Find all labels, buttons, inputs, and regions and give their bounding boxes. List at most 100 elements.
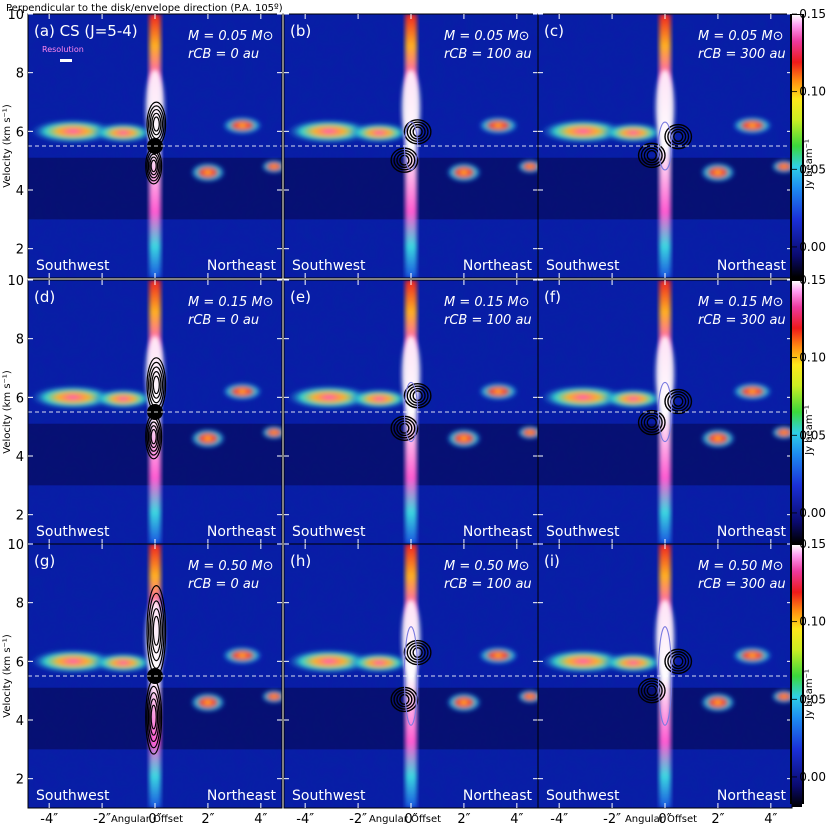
colorbar-tick-label: 0.00: [799, 770, 826, 784]
redshift-contour: [147, 153, 160, 179]
x-tick-label: -2″: [349, 812, 367, 827]
y-tick-label: 4: [16, 184, 24, 199]
ne-redshift-clump: [700, 692, 736, 713]
extended-emission: [285, 116, 538, 183]
sw-emission-ridge: [29, 119, 117, 144]
y-tick-label: 6: [16, 655, 24, 670]
model-contours: [145, 101, 167, 185]
x-tick-label: 4″: [764, 812, 777, 827]
x-tick-label: -2″: [603, 812, 621, 827]
blueshift-contour: [673, 131, 684, 143]
colorbar-tick-label: 0.15: [799, 537, 826, 551]
y-tick-label: 8: [16, 67, 24, 82]
redshift-contour: [149, 156, 159, 176]
ne-redshift-clump: [190, 162, 226, 183]
blueshift-contour: [152, 615, 160, 646]
ne-clump: [477, 116, 519, 135]
panel-label: (e): [290, 288, 311, 306]
sw-emission-ridge: [29, 385, 117, 410]
redshift-contour: [150, 428, 157, 445]
rcb-label: rCB = 100 au: [444, 577, 532, 592]
ne-edge-clump: [771, 159, 792, 174]
ne-edge-clump: [771, 425, 792, 440]
y-axis-label: Velocity (km s⁻¹): [2, 370, 13, 454]
ne-redshift-clump: [446, 162, 482, 183]
x-tick-label: 0″: [404, 812, 417, 827]
x-axis-label-center: Angular Offset: [369, 814, 441, 825]
extended-emission: [539, 646, 792, 713]
x-tick-label: 4″: [254, 812, 267, 827]
colorbar-tick-label: 0.05: [799, 428, 826, 442]
panel-label: (d): [34, 288, 55, 306]
pv-image: [284, 280, 538, 544]
x-tick-label: 2″: [201, 812, 214, 827]
direction-label-northeast: Northeast: [463, 258, 533, 274]
x-axis-label-left: Angular Offset: [111, 814, 183, 825]
mass-label: M = 0.50 M⊙: [698, 559, 784, 574]
model-contours: [390, 119, 432, 173]
colorbar-tick-label: 0.00: [799, 506, 826, 520]
direction-label-southwest: Southwest: [546, 788, 620, 804]
panel-label: (h): [290, 552, 311, 570]
mass-label: M = 0.15 M⊙: [188, 295, 274, 310]
colorbar-strip: [792, 281, 802, 543]
pv-image: [538, 280, 792, 544]
ne-edge-clump: [517, 159, 538, 174]
redshift-contour: [646, 417, 657, 429]
x-tick-label: 0″: [148, 812, 161, 827]
panel-h: -4″ -2″ 0″ 2″ 4″ (h) M = 0.50 M⊙ rCB = 100 au So…: [283, 543, 539, 827]
redshift-contour: [150, 704, 157, 730]
redshift-contour: [637, 142, 666, 169]
panel-d: 2 4 6 8 10 Velocity (km s⁻¹) (d) M = 0.15 M⊙ rCB…: [2, 274, 283, 545]
sw-emission-ridge: [539, 385, 627, 410]
rcb-label: rCB = 300 au: [698, 47, 786, 62]
ne-edge-clump: [261, 689, 282, 704]
x-tick-label: -4″: [296, 812, 314, 827]
redshift-contour: [640, 680, 663, 701]
redshift-contour: [149, 698, 159, 736]
blueshift-contour: [664, 123, 693, 150]
y-tick-label: 4: [16, 450, 24, 465]
ne-redshift-clump: [700, 428, 736, 449]
sw-inner-ridge: [92, 652, 154, 673]
colorbar-strip: [792, 545, 802, 807]
blueshift-contour: [149, 366, 164, 404]
colorbar-tick-label: 0.10: [799, 351, 826, 365]
colorbar-tick-label: 0.15: [799, 7, 826, 21]
pv-image: [28, 14, 282, 278]
y-tick-label: 10: [7, 8, 24, 23]
ne-edge-clump: [771, 689, 792, 704]
colorbar-tick-label: 0.05: [799, 692, 826, 706]
y-tick-label: 2: [16, 243, 24, 258]
panel-f: (f) M = 0.15 M⊙ rCB = 300 au Southwest North…: [537, 279, 793, 545]
panel-label: (i): [544, 552, 560, 570]
blueshift-contour: [151, 608, 162, 654]
mass-label: M = 0.15 M⊙: [444, 295, 530, 310]
blueshift-contour: [664, 648, 693, 675]
blueshift-contour: [152, 375, 160, 395]
x-tick-label: -4″: [40, 812, 58, 827]
y-tick-label: 2: [16, 509, 24, 524]
redshift-contour: [146, 685, 161, 749]
redshift-contour: [147, 692, 160, 743]
ne-clump: [221, 116, 263, 135]
direction-label-northeast: Northeast: [207, 788, 277, 804]
rcb-label: rCB = 300 au: [698, 313, 786, 328]
ne-redshift-clump: [190, 692, 226, 713]
mass-label: M = 0.05 M⊙: [698, 29, 784, 44]
sw-emission-ridge: [285, 119, 373, 144]
panel-label: (a) CS (J=5-4): [34, 22, 138, 40]
direction-label-southwest: Southwest: [546, 258, 620, 274]
sw-inner-ridge: [92, 122, 154, 143]
sw-inner-ridge: [348, 652, 410, 673]
direction-label-northeast: Northeast: [207, 524, 277, 540]
direction-label-northeast: Northeast: [463, 788, 533, 804]
blueshift-contour: [149, 600, 164, 662]
blueshift-contour: [673, 655, 684, 667]
x-axis-label-right: Angular Offset: [625, 814, 697, 825]
direction-label-northeast: Northeast: [717, 788, 787, 804]
direction-label-northeast: Northeast: [717, 258, 787, 274]
ne-clump: [731, 646, 773, 665]
y-tick-label: 10: [7, 274, 24, 289]
